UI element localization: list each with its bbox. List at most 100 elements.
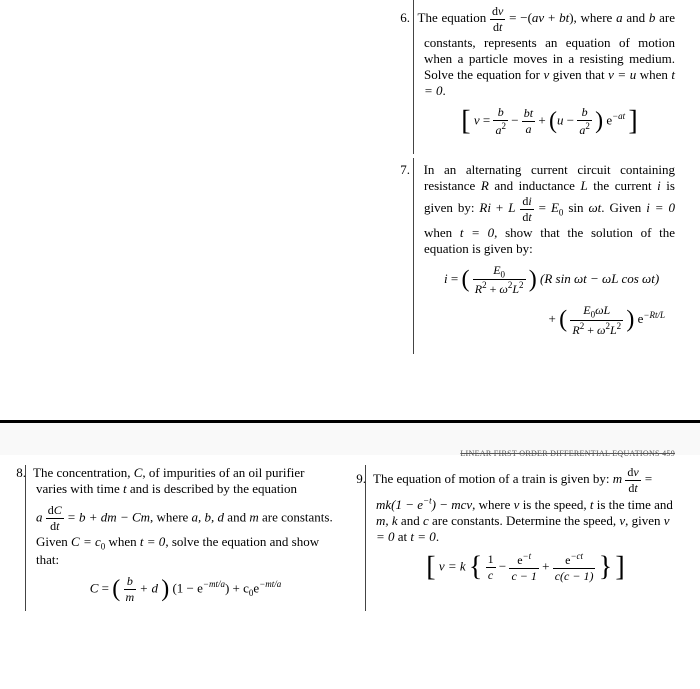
b: b — [577, 105, 592, 121]
plus: + — [549, 312, 560, 327]
wL: ωL — [595, 303, 610, 317]
R: R — [481, 178, 489, 193]
c: c — [486, 568, 496, 583]
Ri: Ri — [479, 200, 491, 215]
m: m — [613, 471, 622, 486]
bt: bt — [522, 106, 535, 122]
eq: = — [98, 580, 112, 595]
text: are con­stants. Determine the speed, — [429, 513, 620, 528]
E: E — [551, 200, 559, 215]
1me: (1 − e — [172, 580, 202, 595]
plus: + — [491, 200, 508, 215]
L: L — [610, 323, 617, 337]
b: b — [493, 105, 508, 121]
text: is the time and — [593, 497, 672, 512]
d: + d — [139, 580, 158, 595]
problem-7-text: In an alternating current circuit contai… — [424, 162, 675, 256]
i: i — [528, 194, 531, 208]
L: L — [512, 282, 519, 296]
exp: −ct — [570, 551, 583, 561]
page-top: 6. The equation dv dt = −(av + bt), wher… — [0, 0, 700, 420]
problem-number: 7. — [396, 162, 414, 178]
b: b — [124, 574, 137, 590]
eq: = — [480, 112, 494, 127]
mk: m, k — [376, 513, 398, 528]
text: The concentration, — [33, 465, 134, 480]
eq: = — [448, 271, 462, 286]
rhs2: ) − mcv — [432, 497, 473, 512]
minus: − — [563, 112, 577, 127]
text: ), where — [569, 10, 616, 25]
problem-8-equation: a dCdt = b + dm − Cm, where a, b, d and … — [36, 503, 335, 568]
cm1: c − 1 — [509, 569, 538, 584]
exp: −Rt/L — [643, 310, 665, 320]
plus: + — [542, 559, 553, 574]
text: , given — [625, 513, 664, 528]
E: E — [493, 263, 500, 277]
v: v — [498, 4, 503, 18]
abd: a, b, d — [192, 509, 225, 524]
right-column: 6. The equation dv dt = −(av + bt), wher… — [395, 0, 675, 358]
problem-number: 8. — [10, 465, 30, 481]
page-header: LINEAR FIRST ORDER DIFFERENTIAL EQUATION… — [460, 449, 675, 458]
problem-8-text: The concentration, C, of impurities of a… — [33, 465, 305, 496]
problem-7-answer-line1: i = ( E0R2 + ω2L2 ) (R sin ωt − ωL cos ω… — [424, 263, 675, 297]
sin: sin — [563, 200, 588, 215]
eq: = — [539, 200, 551, 215]
ccm1: c(c − 1) — [553, 569, 596, 584]
eq: = k — [445, 559, 466, 574]
text: is the speed, — [519, 497, 589, 512]
R: R — [572, 323, 579, 337]
R: R — [475, 282, 482, 296]
close: ) + c — [225, 580, 249, 595]
v: v — [538, 10, 544, 25]
problem-7-answer-line2: + ( E0ωLR2 + ω2L2 ) e−Rt/L — [424, 303, 675, 337]
t: t — [634, 481, 637, 495]
text: The equation of motion of a train is giv… — [373, 471, 613, 486]
t0: t = 0 — [460, 225, 494, 240]
minus: − — [499, 559, 510, 574]
C: C — [54, 503, 62, 517]
1: 1 — [486, 552, 496, 568]
problem-8-answer: C = ( bm + d ) (1 − e−mt/a) + c0e−mt/a — [36, 574, 335, 605]
L: L — [508, 200, 515, 215]
text: the current — [588, 178, 657, 193]
text: The equation — [418, 10, 491, 25]
rsin: (R sin ωt − ωL cos ωt) — [540, 271, 659, 286]
text: at — [395, 529, 411, 544]
m: m — [249, 509, 258, 524]
text: . — [436, 529, 439, 544]
exp: −t — [523, 551, 532, 561]
text: . Given — [601, 200, 646, 215]
problem-9-text: The equation of motion of a train is giv… — [373, 471, 673, 544]
L: L — [581, 178, 588, 193]
problem-7: 7. In an alternating current circuit con… — [413, 158, 675, 354]
a: a — [36, 509, 43, 524]
text: and — [224, 509, 249, 524]
exp1: −mt/a — [203, 579, 225, 589]
problem-number: 9. — [350, 471, 370, 487]
rhs: = b + dm − Cm — [67, 509, 150, 524]
text: , where — [150, 509, 192, 524]
exp2: −mt/a — [259, 579, 281, 589]
minus: − — [511, 112, 522, 127]
text: . — [443, 83, 446, 98]
text: when — [636, 67, 671, 82]
v: v — [633, 465, 638, 479]
w: ω — [499, 282, 507, 296]
problem-9-answer: [ v = k { 1c − e−tc − 1 + e−ctc(c − 1) }… — [376, 551, 675, 584]
problem-8: 8. The concentration, C, of impurities o… — [25, 465, 335, 611]
text: and — [623, 10, 649, 25]
Cc0: C = c — [71, 534, 101, 549]
problem-6-text: The equation dv dt = −(av + bt), where a… — [418, 10, 675, 98]
i0: i = 0 — [646, 200, 675, 215]
exp: −at — [612, 111, 625, 121]
exp: −t — [423, 496, 432, 506]
page-bottom: LINEAR FIRST ORDER DIFFERENTIAL EQUATION… — [0, 455, 700, 611]
problem-6: 6. The equation dv dt = −(av + bt), wher… — [413, 0, 675, 154]
text: and is described by the equation — [127, 481, 297, 496]
text: given that — [549, 67, 608, 82]
E: E — [583, 303, 590, 317]
problem-number: 6. — [396, 10, 414, 26]
m: m — [124, 590, 137, 605]
